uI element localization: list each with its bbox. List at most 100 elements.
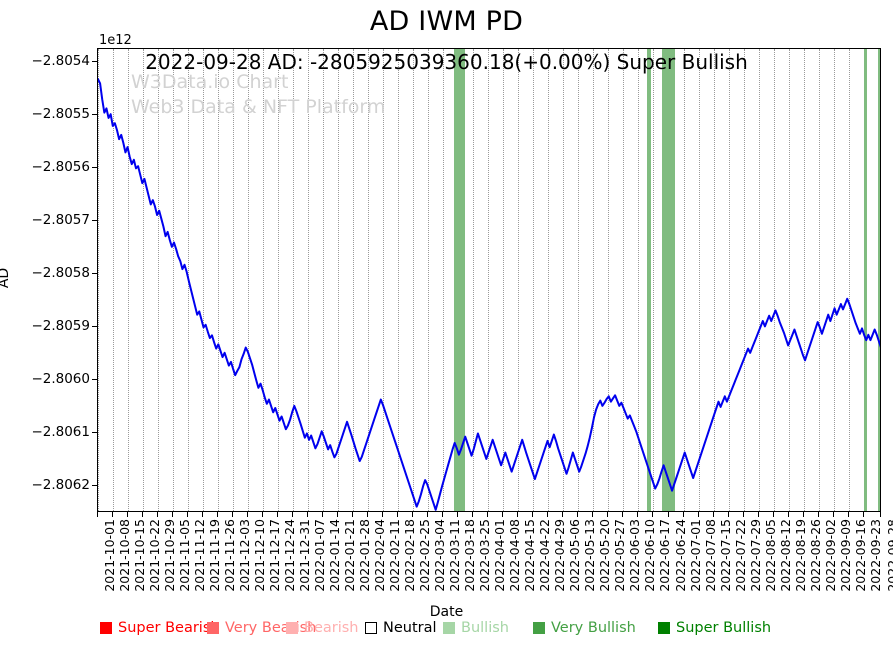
y-axis-tick-mark [92,220,97,222]
x-axis-tick-mark [547,512,549,517]
x-axis-tick-mark [232,512,234,517]
x-axis-tick-mark [697,512,699,517]
x-axis-tick-mark [277,512,279,517]
x-axis-tick-mark [97,512,98,517]
legend-entry[interactable]: Super Bullish [658,620,771,636]
gridline [563,49,565,511]
gridline [173,49,175,511]
x-axis-tick-mark [457,512,459,517]
x-axis-tick-label: 2022-08-12 [777,519,793,592]
x-axis-tick-label: 2022-02-04 [372,519,388,592]
chart-legend: Super Bearish Very Bearish Bearish Neutral B… [0,620,893,642]
x-axis-tick-mark [712,512,714,517]
y-axis-tick-label: −2.8054 [31,53,90,70]
x-axis-tick-mark [247,512,249,517]
gridline [98,49,99,511]
y-axis-tick-mark [92,485,97,487]
x-axis-tick-label: 2022-04-08 [507,519,523,592]
x-axis-tick-label: 2022-01-21 [342,519,358,592]
x-axis-tick-mark [487,512,489,517]
x-axis-tick-label: 2022-02-11 [387,519,403,592]
y-axis-tick-mark [92,167,97,169]
x-axis-tick-label: 2022-07-01 [687,519,703,592]
y-axis-tick-label: −2.8060 [31,371,90,388]
gridline [473,49,475,511]
x-axis-tick-label: 2022-06-17 [657,519,673,592]
y-axis-tick-labels: −2.8054 −2.8055 −2.8056 −2.8057 −2.8058 −2.80… [0,0,90,646]
gridline [548,49,550,511]
gridline [338,49,340,511]
x-axis-tick-mark [622,512,624,517]
gridline [683,49,685,511]
x-axis-tick-mark [142,512,144,517]
x-axis-tick-mark [157,512,159,517]
y-axis-tick-label: −2.8061 [31,424,90,441]
x-axis-tick-label: 2022-07-29 [747,519,763,592]
x-axis-tick-mark [262,512,264,517]
x-axis-tick-label: 2022-06-03 [627,519,643,592]
x-axis-tick-mark [172,512,174,517]
x-axis-tick-label: 2021-11-12 [192,519,208,592]
legend-swatch [533,622,545,634]
gridline [308,49,310,511]
legend-entry[interactable]: Neutral [365,620,437,636]
x-axis-tick-label: 2022-07-22 [732,519,748,592]
x-axis-tick-label: 2021-10-29 [162,519,178,592]
x-axis-tick-mark [787,512,789,517]
x-axis-tick-mark [322,512,324,517]
x-axis-tick-mark [112,512,113,517]
x-axis-tick-mark [532,512,534,517]
x-axis-tick-label: 2022-03-04 [432,519,448,592]
legend-label: Bearish [304,620,359,636]
x-axis-tick-mark [337,512,339,517]
x-axis-tick-label: 2022-09-23 [867,519,883,592]
x-axis-tick-mark [187,512,189,517]
x-axis-tick-label: 2022-05-13 [582,519,598,592]
x-axis-tick-label: 2022-04-22 [537,519,553,592]
x-axis-tick-mark [847,512,849,517]
gridline [503,49,505,511]
gridline [278,49,280,511]
gridline [413,49,415,511]
x-axis-tick-label: 2022-03-25 [477,519,493,592]
x-axis-tick-mark [502,512,504,517]
x-axis-tick-label: 2021-11-05 [177,519,193,592]
x-axis-tick-mark [367,512,369,517]
plot-area[interactable] [97,48,881,512]
x-axis-tick-label: 2021-11-26 [222,519,238,592]
x-axis-tick-label: 2022-04-15 [522,519,538,592]
gridline [218,49,220,511]
legend-entry[interactable]: Bullish [443,620,509,636]
x-axis-tick-mark [397,512,399,517]
legend-entry[interactable]: Super Bearish [100,620,220,636]
legend-swatch [658,622,670,634]
x-axis-tick-label: 2022-09-09 [837,519,853,592]
gridline [293,49,295,511]
gridline [203,49,205,511]
legend-entry[interactable]: Bearish [286,620,359,636]
gridline [803,49,805,511]
x-axis-tick-label: 2021-10-01 [102,519,117,592]
gridline [113,49,114,511]
x-axis-tick-label: 2021-10-22 [147,519,163,592]
gridline [368,49,370,511]
x-axis-tick-label: 2022-01-07 [312,519,328,592]
gridline [533,49,535,511]
y-axis-tick-mark [92,61,97,63]
x-axis-tick-mark [412,512,414,517]
x-axis-tick-mark [292,512,294,517]
highlight-band [863,49,868,511]
y-axis-tick-label: −2.8057 [31,212,90,229]
x-axis-tick-mark [592,512,594,517]
legend-label: Bullish [461,620,509,636]
x-axis-tick-label: 2022-06-10 [642,519,658,592]
x-axis-tick-label: 2022-07-15 [717,519,733,592]
x-axis-tick-label: 2022-05-27 [612,519,628,592]
gridline [653,49,655,511]
x-axis-tick-label: 2022-02-18 [402,519,418,592]
x-axis-title: Date [429,604,464,620]
gridline [488,49,490,511]
gridline [323,49,325,511]
legend-entry[interactable]: Very Bullish [533,620,636,636]
